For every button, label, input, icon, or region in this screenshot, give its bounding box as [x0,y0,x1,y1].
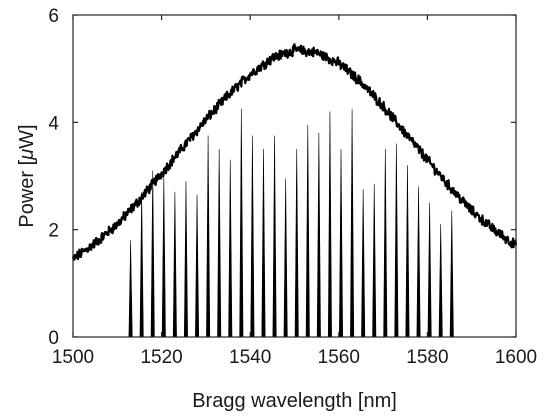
bragg-peak [361,189,366,338]
y-tick-label: 4 [48,113,59,134]
y-axis: 0 2 4 6 [48,6,516,349]
bragg-peak [195,194,200,338]
y-tick-label: 0 [48,328,59,349]
x-tick-label: 1560 [318,347,360,368]
y-axis-label: Power [μW] [16,124,38,227]
y-axis-label-unit: W] [16,124,38,148]
bragg-peak [150,170,155,338]
bragg-peak [316,132,321,338]
y-tick-label: 2 [48,221,59,242]
bragg-peak [339,148,344,338]
bragg-peak [383,148,388,338]
x-axis-label: Bragg wavelength [nm] [192,390,397,412]
x-tick-label: 1600 [495,347,537,368]
y-axis-label-mu: μ [16,149,38,161]
bragg-peak [438,224,443,338]
bragg-peak [427,202,432,338]
bragg-peak [250,135,255,338]
x-axis: 1500 1520 1540 1560 1580 1600 [52,15,537,368]
envelope-line [71,43,518,261]
bragg-peak [305,124,310,338]
bragg-peak [239,108,244,338]
x-tick-label: 1500 [52,347,94,368]
bragg-peak [350,108,355,338]
bragg-peak [294,148,299,338]
bragg-peak [183,181,188,338]
peak-series [128,108,454,338]
bragg-peak [261,148,266,338]
bragg-peak [283,178,288,338]
x-tick-label: 1520 [140,347,182,368]
bragg-peak [372,183,377,338]
bragg-peak [394,143,399,338]
bragg-peak [217,148,222,338]
plot-frame [72,14,517,338]
y-axis-label-prefix: Power [ [16,159,38,227]
bragg-peak [161,175,166,338]
bragg-peak [228,159,233,338]
bragg-peak [449,210,454,338]
bragg-peak [416,186,421,338]
bragg-peak [206,135,211,338]
bragg-peak [272,135,277,338]
bragg-peak [327,111,332,338]
bragg-peak [172,191,177,338]
x-tick-label: 1540 [229,347,271,368]
bragg-peak [139,191,144,338]
x-tick-label: 1580 [406,347,448,368]
bragg-peak [405,164,410,338]
y-tick-label: 6 [48,6,59,27]
bragg-peak [128,240,133,338]
